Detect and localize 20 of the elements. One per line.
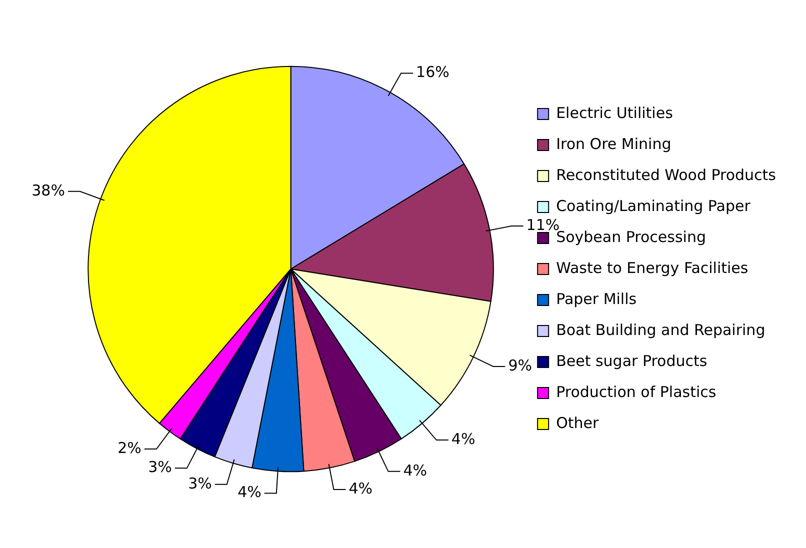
legend-label: Reconstituted Wood Products xyxy=(556,166,776,184)
data-label: 3% xyxy=(188,474,212,492)
legend-label: Waste to Energy Facilities xyxy=(556,258,748,277)
data-label: 4% xyxy=(451,430,476,448)
data-label: 9% xyxy=(508,356,532,374)
legend-label: Other xyxy=(556,414,600,432)
data-label: 38% xyxy=(32,181,65,200)
legend-label: Beet sugar Products xyxy=(556,352,708,370)
data-label: 16% xyxy=(416,63,450,82)
data-label: 4% xyxy=(403,461,428,480)
legend-label: Electric Utilities xyxy=(556,104,674,122)
legend-label: Boat Building and Repairing xyxy=(556,320,766,339)
legend-label: Iron Ore Mining xyxy=(556,134,672,153)
data-label: 4% xyxy=(348,479,373,498)
data-label: 3% xyxy=(148,458,172,476)
legend-label: Coating/Laminating Paper xyxy=(556,196,752,215)
data-label: 2% xyxy=(118,438,142,457)
data-label: 4% xyxy=(238,483,262,502)
legend-label: Paper Mills xyxy=(556,290,637,308)
legend-label: Production of Plastics xyxy=(556,382,716,401)
